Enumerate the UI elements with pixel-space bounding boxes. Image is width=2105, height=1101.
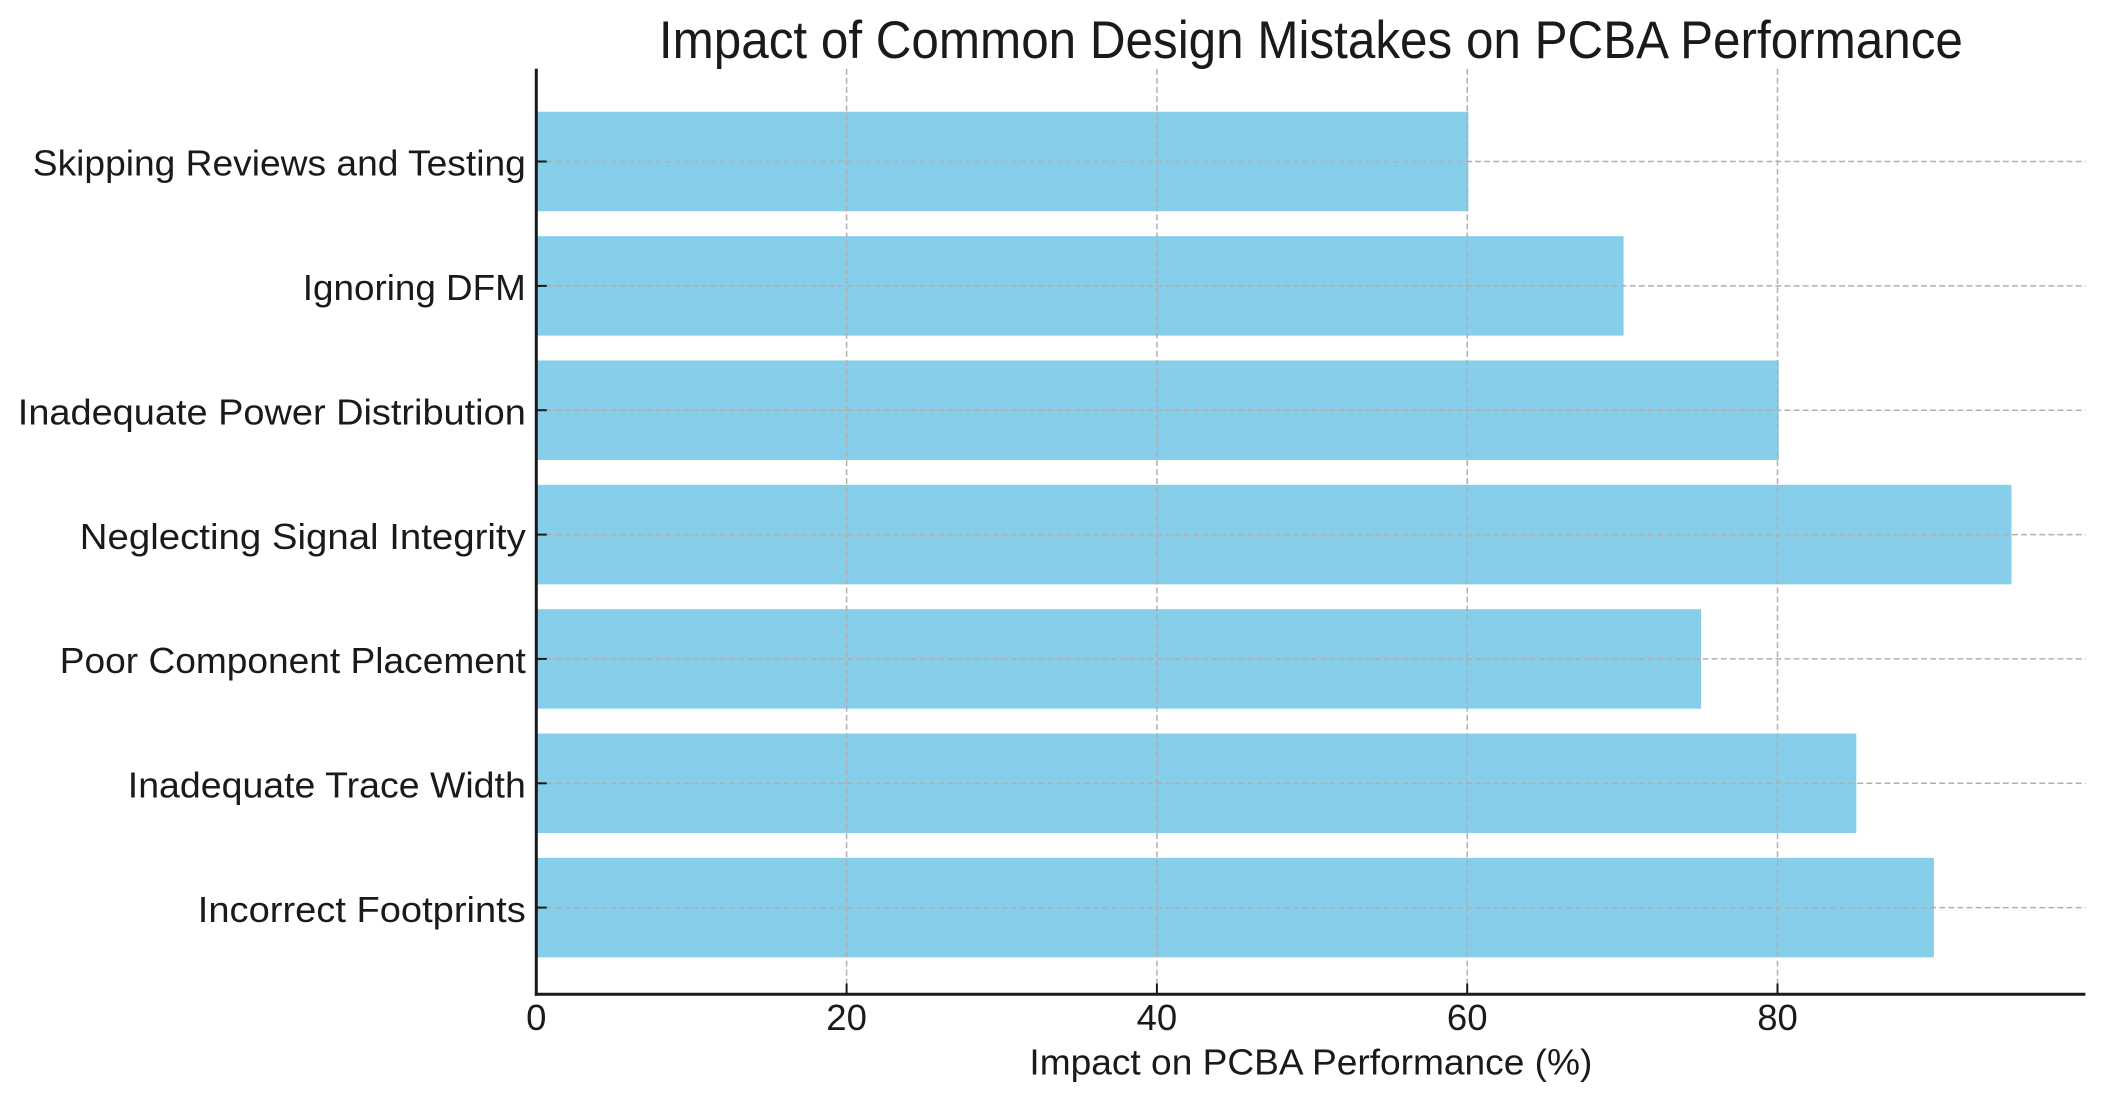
svg-text:40: 40 xyxy=(1137,997,1178,1038)
svg-text:Skipping Reviews and Testing: Skipping Reviews and Testing xyxy=(33,143,526,184)
svg-text:80: 80 xyxy=(1757,997,1798,1038)
svg-text:Neglecting Signal Integrity: Neglecting Signal Integrity xyxy=(80,516,527,557)
svg-text:Impact on PCBA Performance (%): Impact on PCBA Performance (%) xyxy=(1029,1041,1592,1082)
svg-text:Ignoring DFM: Ignoring DFM xyxy=(303,267,526,308)
svg-text:Inadequate Trace Width: Inadequate Trace Width xyxy=(128,765,526,806)
svg-text:Incorrect Footprints: Incorrect Footprints xyxy=(198,889,526,930)
svg-text:20: 20 xyxy=(826,997,867,1038)
svg-text:Impact of Common Design Mistak: Impact of Common Design Mistakes on PCBA… xyxy=(659,11,1963,70)
svg-text:Poor Component Placement: Poor Component Placement xyxy=(60,640,526,681)
svg-text:60: 60 xyxy=(1447,997,1488,1038)
svg-text:0: 0 xyxy=(526,997,546,1038)
svg-text:Inadequate Power Distribution: Inadequate Power Distribution xyxy=(18,391,526,432)
